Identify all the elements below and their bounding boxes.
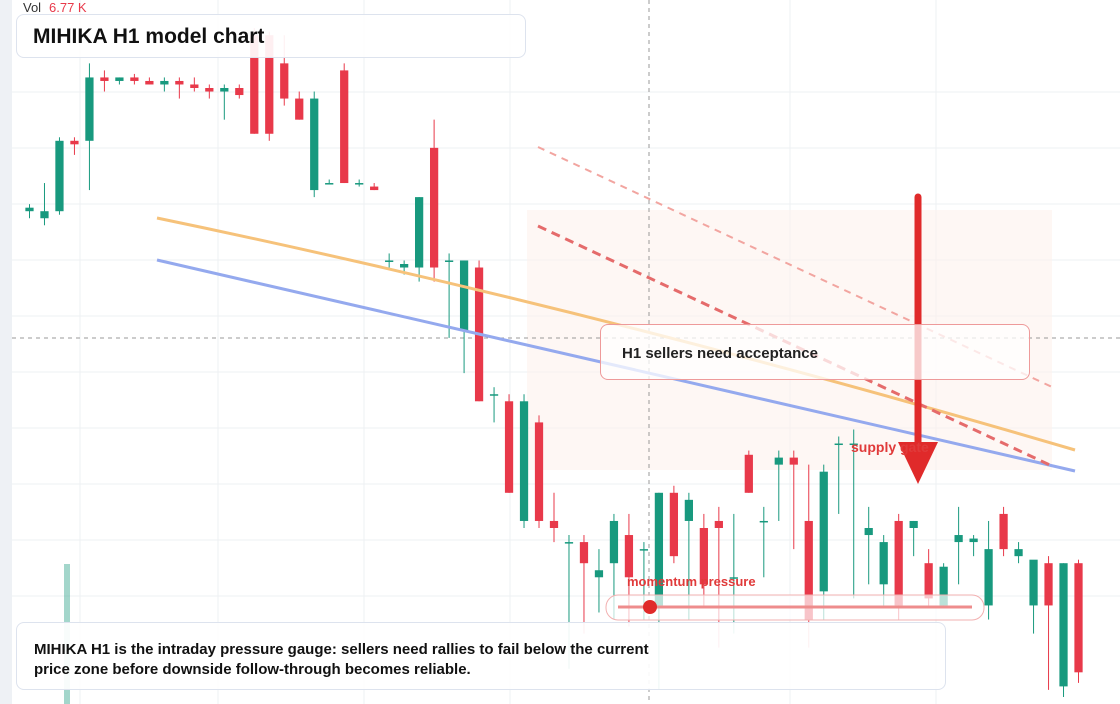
candle-body — [729, 577, 738, 579]
candle-body — [160, 80, 169, 85]
candle-body — [639, 549, 649, 551]
volume-value: 6.77 K — [49, 0, 87, 15]
candle-body — [519, 401, 529, 521]
candle-body — [879, 542, 888, 585]
candle-body — [55, 140, 64, 212]
candle-body — [864, 528, 873, 536]
candle-body — [1029, 559, 1038, 606]
candle-body — [429, 147, 439, 268]
candle-body — [415, 197, 424, 268]
candle-body — [175, 80, 184, 85]
title-box: MIHIKA H1 model chart — [16, 14, 526, 58]
candle-body — [250, 35, 259, 134]
moving-average-slow — [156, 216, 1076, 452]
candle-body — [804, 520, 813, 620]
note-box: H1 sellers need acceptance — [600, 324, 1030, 380]
candle-body — [954, 535, 963, 543]
candle-body — [340, 70, 349, 184]
gauge-dot — [643, 600, 657, 614]
candle-body — [504, 401, 514, 493]
candle-body — [145, 80, 154, 85]
candle-body — [609, 520, 619, 564]
candle-body — [939, 566, 948, 606]
candle-body — [1059, 563, 1068, 687]
candle-body — [355, 183, 364, 185]
candle-body — [115, 77, 124, 81]
trend-line-lower — [537, 224, 1053, 468]
candle-body — [1014, 549, 1023, 557]
candle-body — [100, 77, 109, 81]
candle-body — [444, 260, 454, 262]
candle-body — [295, 98, 304, 120]
candle-body — [1044, 563, 1053, 606]
candle-body — [370, 186, 379, 191]
candle-body — [1074, 563, 1083, 673]
candle-body — [25, 207, 34, 212]
candle-body — [654, 492, 664, 606]
candle-body — [834, 443, 843, 446]
candle-body — [819, 471, 828, 592]
candle-body — [924, 563, 933, 599]
candle-body — [235, 88, 244, 96]
candle-body — [669, 492, 679, 557]
candle-body — [849, 443, 858, 446]
footer-text: MIHIKA H1 is the intraday pressure gauge… — [34, 641, 649, 678]
chart-title: MIHIKA H1 model chart — [33, 25, 265, 48]
candle-body — [909, 520, 918, 528]
candle-body — [265, 35, 274, 134]
candle-body — [969, 538, 978, 543]
candle-body — [459, 260, 469, 331]
gauge-label: momentum pressure — [627, 574, 756, 589]
candle-body — [220, 88, 229, 92]
zone-label: supply gate — [851, 439, 929, 455]
candle-body — [325, 183, 334, 185]
candle-body — [579, 542, 589, 564]
candle-body — [774, 457, 783, 465]
candle-body — [744, 454, 753, 493]
candle-body — [310, 98, 319, 191]
candle-body — [714, 520, 723, 528]
candle-body — [999, 513, 1008, 550]
candle-body — [385, 260, 394, 262]
left-edge — [0, 0, 12, 704]
note-text: H1 sellers need acceptance — [622, 345, 818, 362]
candle-body — [280, 63, 289, 99]
candle-body — [759, 520, 768, 523]
candle-body — [789, 457, 798, 465]
candle-body — [400, 264, 409, 268]
candle-body — [205, 88, 214, 92]
candle-body — [70, 140, 79, 145]
footer-box: MIHIKA H1 is the intraday pressure gauge… — [16, 622, 946, 690]
candle-body — [130, 77, 139, 81]
candle-body — [684, 499, 693, 521]
candle-body — [699, 528, 708, 585]
candle-body — [894, 520, 903, 606]
volume-label: Vol — [23, 0, 41, 15]
candle-body — [190, 84, 199, 88]
candle-body — [564, 542, 574, 544]
candle-body — [40, 211, 49, 219]
candle-body — [489, 394, 499, 396]
candle-body — [549, 520, 559, 528]
candle-body — [624, 535, 634, 578]
candle-body — [85, 77, 94, 141]
candle-body — [984, 549, 993, 606]
arrow-head — [898, 442, 938, 484]
candle-body — [534, 422, 544, 521]
candle-body — [594, 570, 604, 578]
